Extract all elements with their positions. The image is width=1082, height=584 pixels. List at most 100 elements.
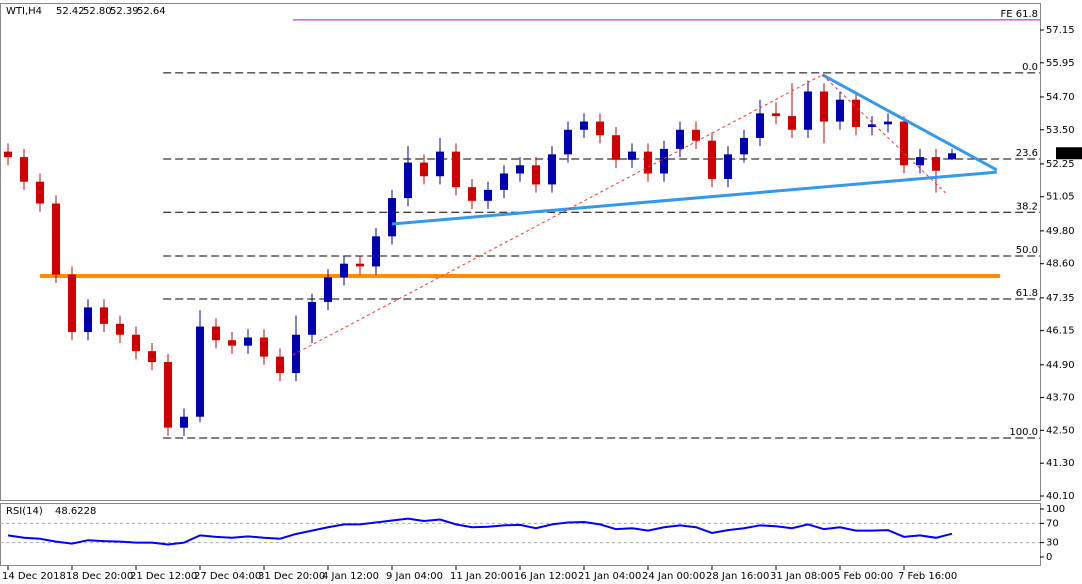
candle-body	[228, 340, 236, 346]
candle-body	[212, 326, 220, 341]
candle-body	[788, 116, 796, 130]
candle-body	[660, 148, 668, 174]
candle-body	[308, 301, 316, 335]
trendline	[292, 74, 823, 356]
y-tick-label: 46.15	[1046, 326, 1075, 337]
candle-body	[948, 153, 956, 160]
candle-body	[372, 236, 380, 267]
rsi-name: RSI(14)	[6, 506, 43, 517]
candle-body	[36, 181, 44, 204]
y-tick-label: 48.60	[1046, 259, 1075, 270]
y-tick-label: 49.80	[1046, 226, 1075, 237]
candle-body	[708, 140, 716, 179]
candle-body	[868, 124, 876, 128]
x-tick-label: 31 Dec 20:00	[258, 571, 325, 582]
candle-body	[244, 337, 252, 346]
candle-body	[932, 157, 940, 171]
candle-body	[420, 162, 428, 177]
candle-body	[340, 263, 348, 278]
quote-value: 52.80	[83, 6, 112, 17]
rsi-y-tick-label: 30	[1046, 538, 1059, 549]
candle-body	[724, 154, 732, 179]
x-tick-label: 18 Dec 20:00	[66, 571, 133, 582]
candle-body	[484, 189, 492, 201]
y-tick-label: 52.25	[1046, 159, 1075, 170]
candle-body	[132, 334, 140, 352]
rsi-panel	[0, 503, 1041, 566]
fe-label: FE 61.8	[1000, 9, 1038, 20]
candle-body	[164, 362, 172, 428]
fib-label: 50.0	[1016, 245, 1038, 256]
candle-body	[356, 263, 364, 267]
y-tick-label: 42.50	[1046, 425, 1075, 436]
candle-body	[180, 416, 188, 428]
candle-body	[4, 151, 12, 158]
y-tick-label: 55.95	[1046, 58, 1075, 69]
candle-body	[388, 198, 396, 237]
candle-body	[564, 129, 572, 155]
y-tick-label: 47.35	[1046, 293, 1075, 304]
candle-body	[916, 157, 924, 166]
candle-body	[756, 113, 764, 138]
candle-body	[612, 135, 620, 160]
candle-body	[644, 151, 652, 174]
fib-label: 100.0	[1009, 427, 1038, 438]
candle-body	[148, 351, 156, 363]
x-tick-label: 4 Jan 12:00	[322, 571, 379, 582]
candle-body	[500, 173, 508, 190]
candle-body	[676, 129, 684, 149]
x-tick-label: 5 Feb 00:00	[834, 571, 893, 582]
symbol: WTI,H4	[6, 6, 42, 17]
candle-body	[452, 151, 460, 188]
rsi-y-tick-label: 100	[1046, 504, 1065, 515]
trendline	[822, 74, 946, 194]
candle-body	[20, 157, 28, 182]
x-tick-label: 11 Jan 20:00	[450, 571, 513, 582]
candle-body	[804, 91, 812, 130]
x-tick-label: 21 Jan 04:00	[578, 571, 641, 582]
candle-body	[52, 203, 60, 275]
candle-body	[100, 307, 108, 324]
x-tick-label: 31 Jan 08:00	[770, 571, 833, 582]
candle-body	[740, 137, 748, 155]
candle-body	[772, 113, 780, 117]
x-tick-label: 16 Jan 12:00	[514, 571, 577, 582]
candle-body	[84, 307, 92, 333]
candle-body	[68, 274, 76, 333]
y-tick-label: 51.05	[1046, 192, 1075, 203]
x-tick-label: 14 Dec 2018	[2, 571, 66, 582]
y-tick-label: 40.10	[1046, 491, 1075, 502]
fib-label: 38.2	[1016, 201, 1038, 212]
fib-label: 0.0	[1022, 62, 1038, 73]
y-tick-label: 53.50	[1046, 125, 1075, 136]
candle-body	[324, 277, 332, 302]
candle-body	[820, 91, 828, 122]
x-tick-label: 24 Jan 00:00	[642, 571, 705, 582]
candle-body	[292, 334, 300, 374]
x-tick-label: 21 Dec 12:00	[130, 571, 197, 582]
candle-body	[196, 326, 204, 417]
x-tick-label: 7 Feb 16:00	[898, 571, 957, 582]
fib-label: 23.6	[1016, 148, 1038, 159]
price-tag-label: 52.64	[1058, 148, 1082, 159]
candle-body	[404, 162, 412, 199]
candle-body	[276, 356, 284, 374]
candle-body	[116, 323, 124, 335]
candle-body	[692, 129, 700, 141]
y-tick-label: 57.15	[1046, 25, 1075, 36]
price-tag	[1056, 147, 1082, 160]
rsi-y-tick-label: 0	[1046, 552, 1052, 563]
x-tick-label: 9 Jan 04:00	[386, 571, 443, 582]
x-tick-label: 27 Dec 04:00	[194, 571, 261, 582]
candle-body	[436, 151, 444, 177]
candle-body	[900, 121, 908, 166]
rsi-y-tick-label: 70	[1046, 518, 1059, 529]
candle-body	[596, 121, 604, 136]
rsi-value: 48.6228	[55, 506, 96, 517]
x-tick-label: 28 Jan 16:00	[706, 571, 769, 582]
candle-body	[260, 337, 268, 357]
candle-body	[836, 99, 844, 122]
y-tick-label: 41.30	[1046, 458, 1075, 469]
candle-body	[532, 165, 540, 185]
